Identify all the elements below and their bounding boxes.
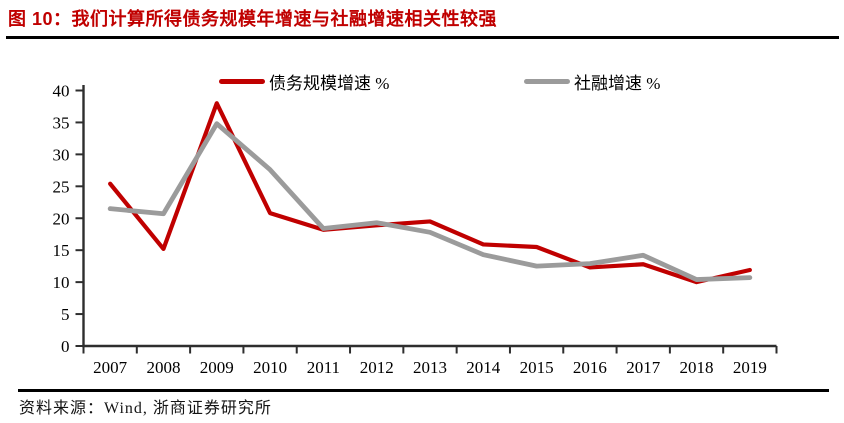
series-line-0	[108, 101, 752, 285]
y-tick-label: 15	[53, 241, 70, 260]
x-tick-label: 2008	[146, 358, 180, 377]
legend-swatch-red-line	[219, 78, 265, 84]
x-tick-label: 2019	[733, 358, 767, 377]
x-tick-label: 2018	[680, 358, 714, 377]
y-tick-label: 35	[53, 113, 70, 132]
legend-item-debt-growth: 债务规模增速 %	[219, 69, 389, 93]
legend-item-tsf-growth: 社融增速 %	[524, 69, 660, 93]
footer-divider	[18, 389, 829, 392]
legend-swatch-gray-line	[524, 78, 570, 84]
x-tick-label: 2014	[466, 358, 501, 377]
x-tick-label: 2009	[200, 358, 234, 377]
y-tick-label: 30	[53, 145, 70, 164]
figure-title: 图 10：我们计算所得债务规模年增速与社融增速相关性较强	[8, 9, 498, 29]
y-tick-label: 10	[53, 273, 70, 292]
y-tick-label: 20	[53, 209, 70, 228]
y-tick-label: 5	[61, 305, 70, 324]
y-tick-label: 0	[61, 337, 70, 356]
x-tick-label: 2016	[573, 358, 607, 377]
legend-label-tsf-growth: 社融增速 %	[574, 73, 661, 93]
x-tick-label: 2013	[413, 358, 447, 377]
x-tick-label: 2010	[253, 358, 287, 377]
source-note: 资料来源：Wind, 浙商证券研究所	[19, 400, 272, 417]
legend-label-debt-growth: 债务规模增速 %	[269, 73, 390, 93]
title-divider	[6, 36, 839, 39]
x-tick-label: 2017	[626, 358, 661, 377]
x-tick-label: 2015	[520, 358, 554, 377]
y-tick-label: 40	[53, 82, 70, 101]
x-tick-label: 2007	[93, 358, 128, 377]
x-tick-label: 2011	[307, 358, 340, 377]
x-tick-label: 2012	[360, 358, 394, 377]
chart-legend: 债务规模增速 % 社融增速 %	[0, 69, 844, 93]
series-line-1	[107, 121, 753, 282]
y-tick-label: 25	[53, 177, 70, 196]
